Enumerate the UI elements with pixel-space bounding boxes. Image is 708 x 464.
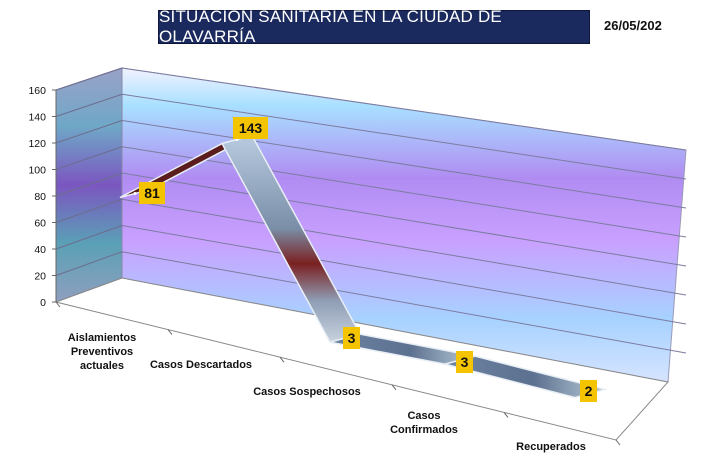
- y-tick-label: 100: [28, 165, 46, 177]
- x-category-label: Recuperados: [516, 441, 586, 453]
- data-label-text: 3: [461, 354, 469, 370]
- gridline: [55, 146, 123, 170]
- floor: [54, 277, 669, 441]
- y-tick-label: 120: [28, 138, 46, 150]
- data-label: 2: [580, 380, 597, 402]
- gridline: [121, 120, 687, 209]
- gridline: [55, 172, 123, 197]
- x-tick: [55, 301, 61, 308]
- gridline: [55, 93, 123, 117]
- x-category-label: Casos Sospechosos: [253, 386, 361, 398]
- date-label: 26/05/202: [604, 18, 662, 33]
- gridline: [55, 225, 123, 250]
- data-label-bg: [233, 117, 268, 139]
- y-tick-label: 140: [28, 112, 46, 124]
- y-tick-label: 40: [34, 244, 46, 256]
- x-category-label: Casos Confirmados: [390, 410, 458, 436]
- x-category-label: Casos Descartados: [150, 359, 252, 371]
- gridline: [55, 251, 123, 276]
- y-tick-label: 80: [34, 191, 46, 203]
- x-tick: [615, 439, 621, 446]
- chart-title: SITUACIÓN SANITARIA EN LA CIUDAD DE OLAV…: [158, 7, 590, 46]
- gridline: [121, 67, 687, 151]
- data-label-text: 143: [239, 120, 263, 136]
- gridline: [121, 172, 687, 267]
- y-tick-label: 60: [34, 218, 46, 230]
- data-label: 3: [343, 327, 360, 349]
- gridline: [121, 93, 687, 180]
- gridline: [121, 251, 687, 354]
- gridline: [121, 225, 687, 325]
- data-label: 81: [139, 182, 165, 204]
- x-tick: [391, 384, 397, 391]
- x-tick: [279, 356, 285, 363]
- data-point: [133, 192, 137, 196]
- data-label-text: 2: [585, 383, 593, 399]
- data-label: 3: [456, 351, 473, 373]
- y-tick-label: 160: [28, 85, 46, 97]
- data-label-bg: [580, 380, 597, 402]
- data-label-bg: [343, 327, 360, 349]
- data-label-bg: [456, 351, 473, 373]
- y-tick-label: 0: [40, 297, 46, 309]
- gridline: [55, 120, 123, 144]
- data-label-bg: [139, 182, 165, 204]
- data-label: 143: [233, 117, 268, 139]
- data-label-text: 81: [144, 185, 160, 201]
- gridline: [55, 67, 123, 91]
- x-category-label: Aislamientos Preventivos actuales: [68, 332, 136, 372]
- x-tick: [503, 412, 509, 418]
- data-label-text: 3: [348, 330, 356, 346]
- gridline: [55, 198, 123, 223]
- y-tick-label: 20: [34, 271, 46, 283]
- x-tick: [167, 329, 173, 335]
- gridline: [121, 198, 687, 296]
- gridline: [121, 146, 687, 238]
